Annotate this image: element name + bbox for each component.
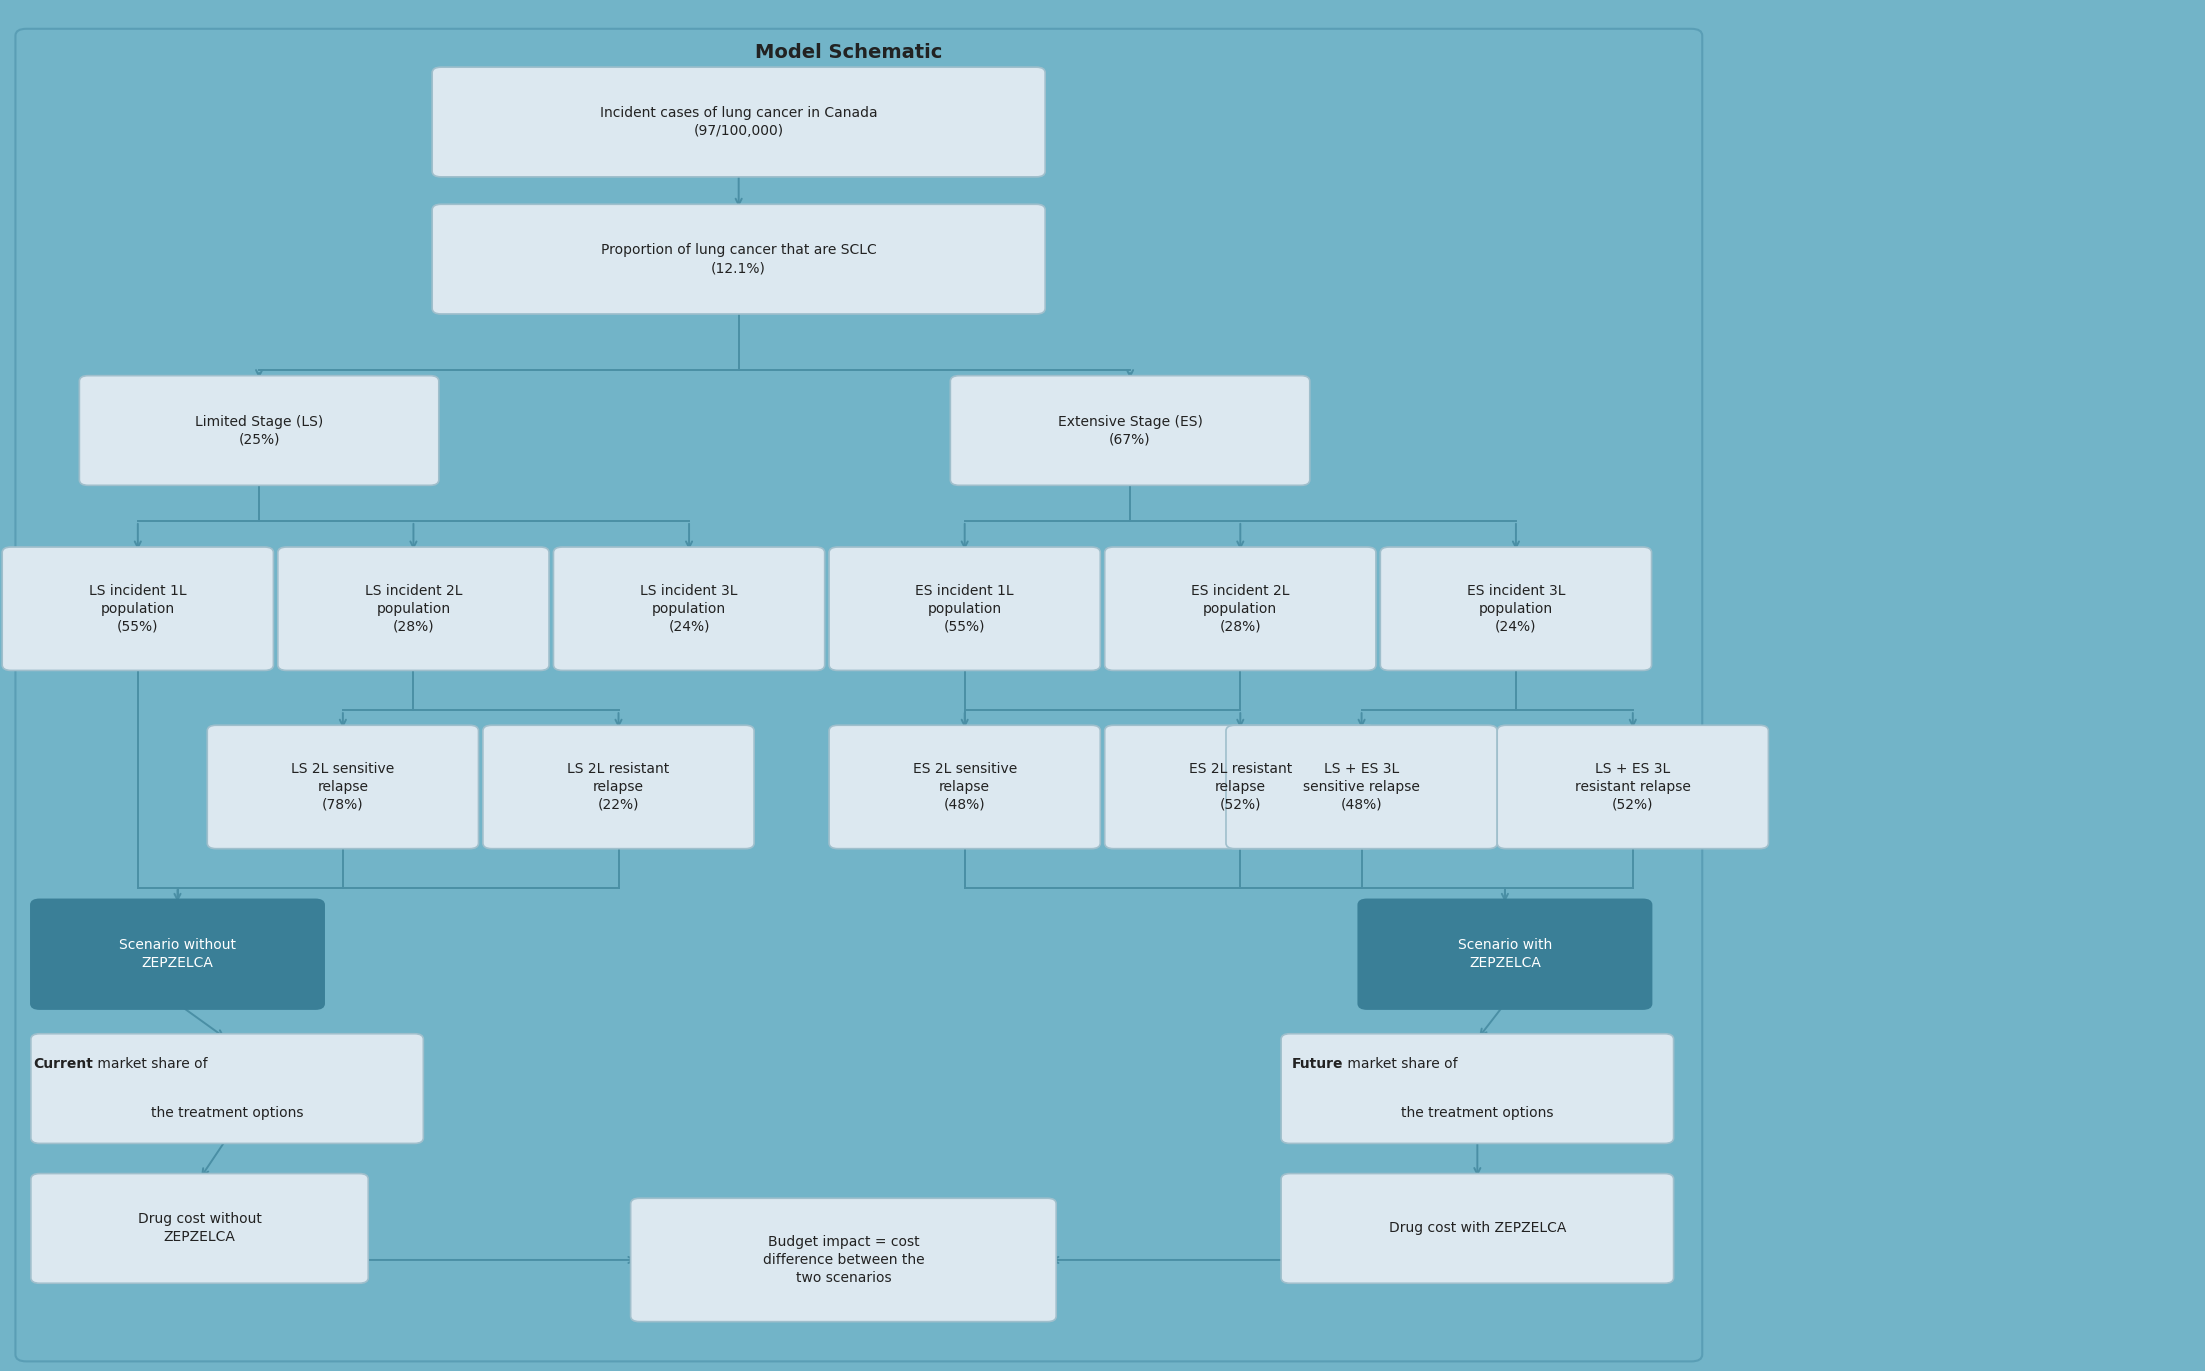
Text: Drug cost without
ZEPZELCA: Drug cost without ZEPZELCA (137, 1212, 262, 1245)
FancyBboxPatch shape (1380, 547, 1652, 670)
FancyBboxPatch shape (483, 725, 754, 849)
FancyBboxPatch shape (207, 725, 478, 849)
FancyBboxPatch shape (1497, 725, 1768, 849)
FancyBboxPatch shape (278, 547, 549, 670)
Text: Budget impact = cost
difference between the
two scenarios: Budget impact = cost difference between … (763, 1235, 924, 1285)
FancyBboxPatch shape (1281, 1174, 1674, 1283)
Text: LS + ES 3L
sensitive relapse
(48%): LS + ES 3L sensitive relapse (48%) (1303, 762, 1420, 812)
Text: LS 2L sensitive
relapse
(78%): LS 2L sensitive relapse (78%) (291, 762, 395, 812)
Text: the treatment options: the treatment options (150, 1106, 304, 1120)
Text: Future: Future (1292, 1057, 1343, 1071)
Text: Model Schematic: Model Schematic (756, 43, 942, 62)
Text: market share of: market share of (93, 1057, 207, 1071)
Text: ES incident 2L
population
(28%): ES incident 2L population (28%) (1191, 584, 1290, 633)
FancyBboxPatch shape (1105, 725, 1376, 849)
Text: ES incident 3L
population
(24%): ES incident 3L population (24%) (1466, 584, 1566, 633)
FancyBboxPatch shape (31, 1034, 423, 1143)
FancyBboxPatch shape (829, 547, 1100, 670)
Text: ES 2L sensitive
relapse
(48%): ES 2L sensitive relapse (48%) (913, 762, 1017, 812)
Text: Scenario with
ZEPZELCA: Scenario with ZEPZELCA (1458, 938, 1552, 971)
Text: Incident cases of lung cancer in Canada
(97/100,000): Incident cases of lung cancer in Canada … (600, 106, 878, 138)
FancyBboxPatch shape (1281, 1034, 1674, 1143)
Text: LS incident 2L
population
(28%): LS incident 2L population (28%) (364, 584, 463, 633)
Text: Drug cost with ZEPZELCA: Drug cost with ZEPZELCA (1389, 1222, 1566, 1235)
Text: Scenario without
ZEPZELCA: Scenario without ZEPZELCA (119, 938, 236, 971)
FancyBboxPatch shape (79, 376, 439, 485)
FancyBboxPatch shape (432, 67, 1045, 177)
Text: LS 2L resistant
relapse
(22%): LS 2L resistant relapse (22%) (567, 762, 670, 812)
Text: ES 2L resistant
relapse
(52%): ES 2L resistant relapse (52%) (1188, 762, 1292, 812)
Text: Limited Stage (LS)
(25%): Limited Stage (LS) (25%) (194, 414, 324, 447)
Text: market share of: market share of (1343, 1057, 1458, 1071)
FancyBboxPatch shape (631, 1198, 1056, 1322)
FancyBboxPatch shape (950, 376, 1310, 485)
Text: LS incident 3L
population
(24%): LS incident 3L population (24%) (639, 584, 739, 633)
Text: Proportion of lung cancer that are SCLC
(12.1%): Proportion of lung cancer that are SCLC … (600, 243, 878, 276)
FancyBboxPatch shape (829, 725, 1100, 849)
FancyBboxPatch shape (553, 547, 825, 670)
FancyBboxPatch shape (432, 204, 1045, 314)
FancyBboxPatch shape (1226, 725, 1497, 849)
FancyBboxPatch shape (31, 1174, 368, 1283)
Text: Extensive Stage (ES)
(67%): Extensive Stage (ES) (67%) (1058, 414, 1202, 447)
FancyBboxPatch shape (1358, 899, 1652, 1009)
Text: LS incident 1L
population
(55%): LS incident 1L population (55%) (88, 584, 187, 633)
FancyBboxPatch shape (31, 899, 324, 1009)
Text: the treatment options: the treatment options (1400, 1106, 1555, 1120)
Text: LS + ES 3L
resistant relapse
(52%): LS + ES 3L resistant relapse (52%) (1574, 762, 1691, 812)
Text: ES incident 1L
population
(55%): ES incident 1L population (55%) (915, 584, 1014, 633)
FancyBboxPatch shape (1105, 547, 1376, 670)
Text: Current: Current (33, 1057, 93, 1071)
FancyBboxPatch shape (2, 547, 273, 670)
